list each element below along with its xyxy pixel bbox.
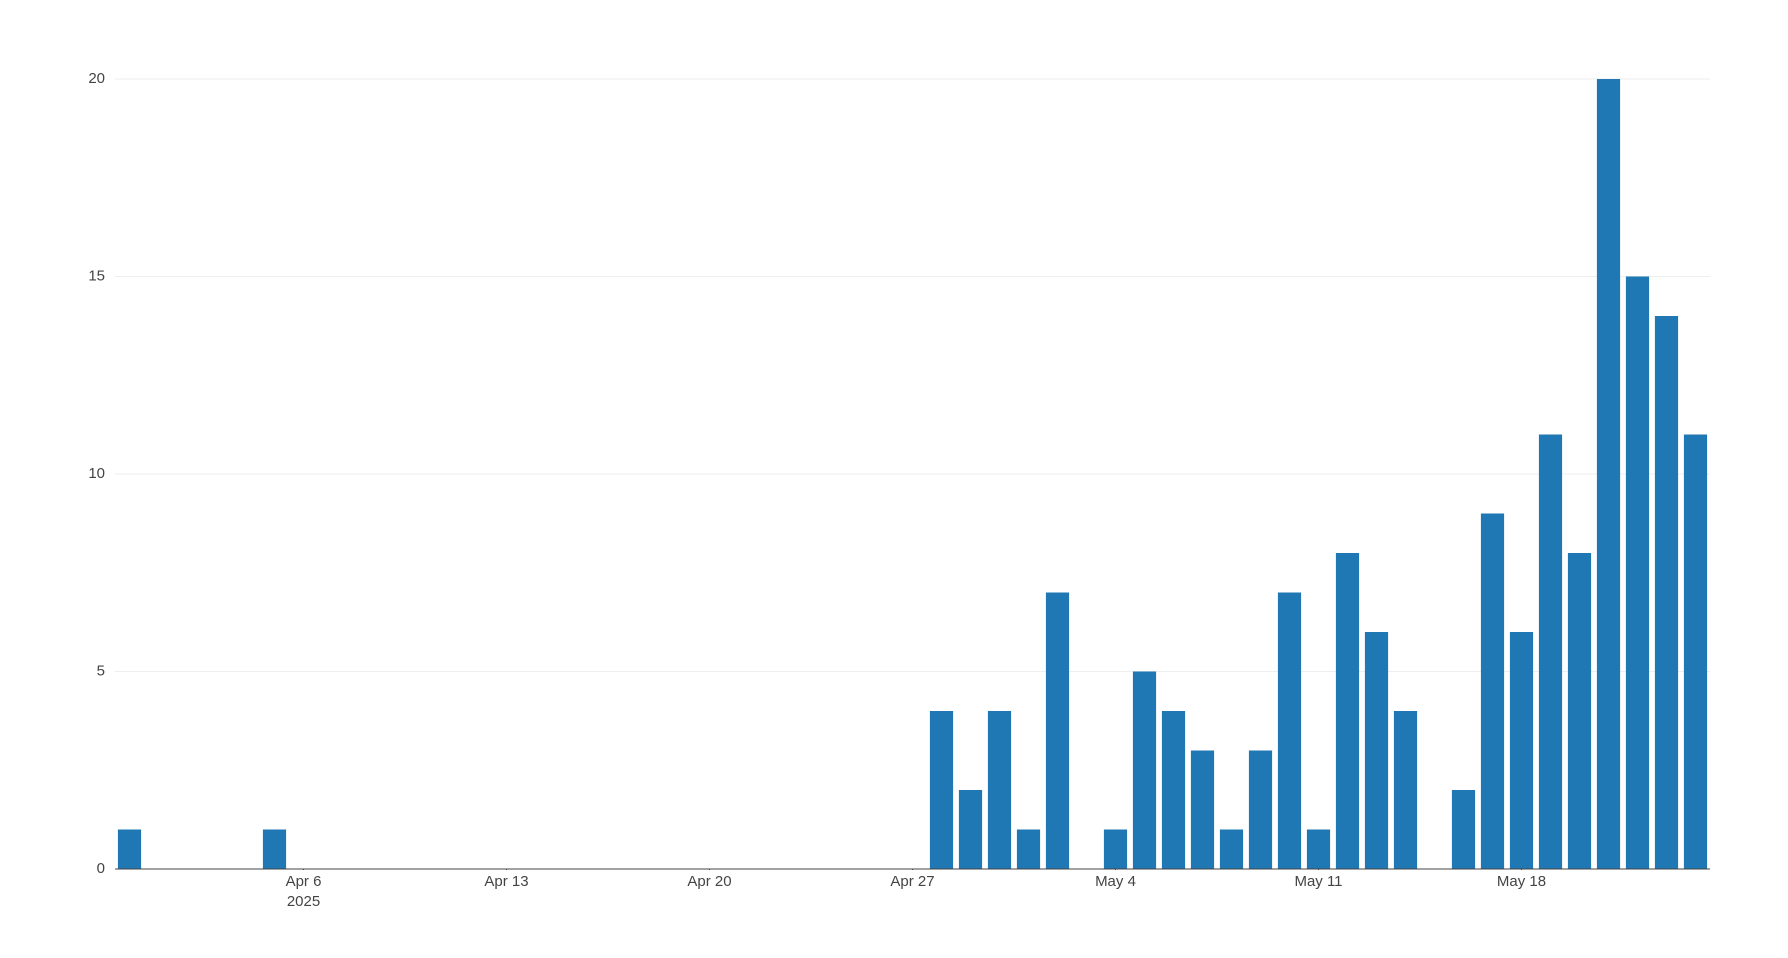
bar	[1625, 276, 1650, 869]
x-tick-label: Apr 20	[687, 873, 731, 890]
bar	[1161, 711, 1186, 869]
y-tick-label: 20	[88, 70, 105, 87]
bar	[1480, 513, 1505, 869]
bar	[1509, 632, 1534, 869]
bar	[1335, 553, 1360, 869]
y-tick-label: 10	[88, 465, 105, 482]
bar	[1683, 434, 1708, 869]
bar	[1567, 553, 1592, 869]
bar	[1306, 829, 1331, 869]
bar	[1045, 592, 1070, 869]
bar	[1248, 750, 1273, 869]
bar	[1364, 632, 1389, 869]
y-tick-label: 15	[88, 267, 105, 284]
bar	[1190, 750, 1215, 869]
bar	[262, 829, 287, 869]
bar	[929, 711, 954, 869]
bar	[1596, 79, 1621, 869]
x-tick-label: May 11	[1294, 873, 1342, 890]
x-tick-label: May 4	[1095, 873, 1136, 890]
bar	[987, 711, 1012, 869]
bar	[1538, 434, 1563, 869]
y-tick-label: 0	[97, 860, 105, 877]
bar	[1016, 829, 1041, 869]
bar	[1219, 829, 1244, 869]
x-tick-label: May 18	[1497, 873, 1546, 890]
bar	[117, 829, 142, 869]
x-year-label: 2025	[287, 893, 320, 910]
bar	[1103, 829, 1128, 869]
bar	[1451, 790, 1476, 869]
bar	[1393, 711, 1418, 869]
bar	[958, 790, 983, 869]
bar	[1654, 316, 1679, 869]
y-tick-label: 5	[97, 662, 105, 679]
x-tick-label: Apr 27	[890, 873, 934, 890]
x-tick-label: Apr 6	[286, 873, 322, 890]
bar	[1277, 592, 1302, 869]
x-tick-label: Apr 13	[484, 873, 528, 890]
bar	[1132, 671, 1157, 869]
